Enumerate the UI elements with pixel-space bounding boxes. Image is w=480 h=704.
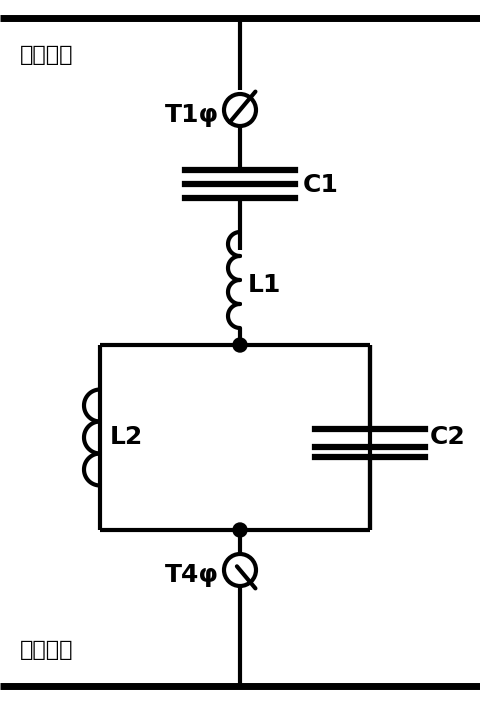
Text: C1: C1 xyxy=(303,173,339,197)
Text: T1φ: T1φ xyxy=(165,103,219,127)
Text: 中性母线: 中性母线 xyxy=(20,640,73,660)
Text: T4φ: T4φ xyxy=(165,563,219,587)
Text: L2: L2 xyxy=(110,425,143,449)
Text: C2: C2 xyxy=(430,425,466,449)
Circle shape xyxy=(233,338,247,352)
Text: L1: L1 xyxy=(248,273,281,297)
Text: 高压母线: 高压母线 xyxy=(20,45,73,65)
Circle shape xyxy=(233,523,247,537)
